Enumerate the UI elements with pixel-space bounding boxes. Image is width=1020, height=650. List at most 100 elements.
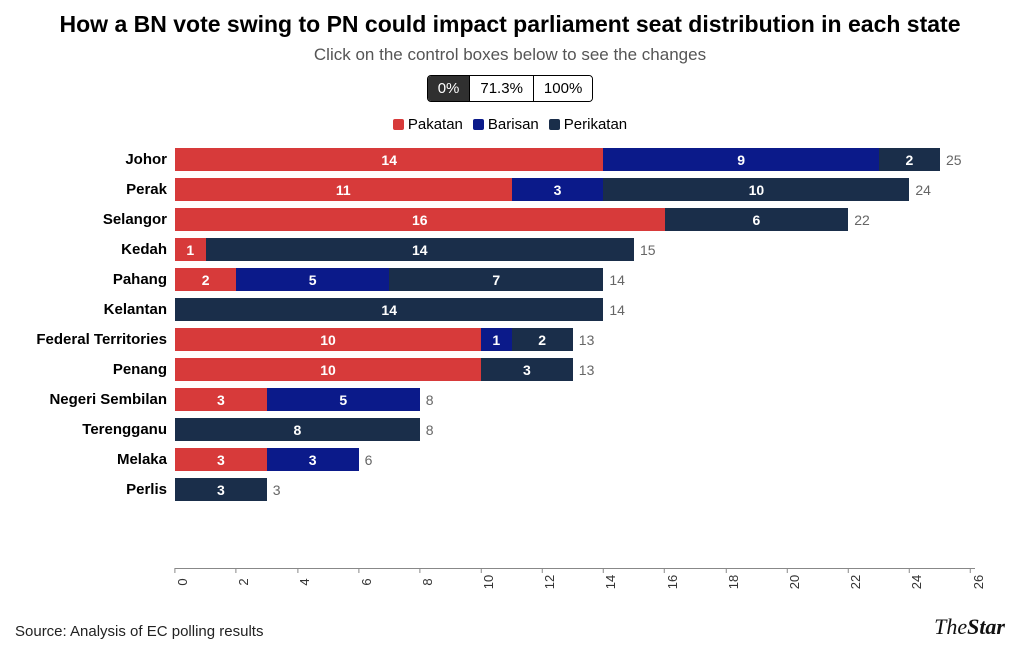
category-label: Penang bbox=[15, 355, 175, 385]
bar-segment-perikatan[interactable]: 2 bbox=[879, 148, 940, 171]
chart-container: How a BN vote swing to PN could impact p… bbox=[0, 0, 1020, 650]
x-tick-mark bbox=[236, 568, 237, 573]
row-total-label: 13 bbox=[579, 362, 595, 378]
row-total-label: 8 bbox=[426, 392, 434, 408]
x-tick: 26 bbox=[963, 568, 977, 591]
bar-segment-pakatan[interactable]: 14 bbox=[175, 148, 603, 171]
row-total-label: 14 bbox=[609, 302, 625, 318]
bar-segment-pakatan[interactable]: 16 bbox=[175, 208, 665, 231]
bar-segment-barisan[interactable]: 3 bbox=[512, 178, 604, 201]
bar-segment-perikatan[interactable]: 14 bbox=[175, 298, 603, 321]
legend-label: Perikatan bbox=[564, 116, 627, 133]
bar-row: 1131024 bbox=[175, 175, 1005, 205]
x-tick: 22 bbox=[841, 568, 855, 591]
bar-row: 33 bbox=[175, 475, 1005, 505]
category-label: Kedah bbox=[15, 235, 175, 265]
row-total-label: 6 bbox=[365, 452, 373, 468]
swing-option-button[interactable]: 71.3% bbox=[470, 76, 534, 101]
x-axis: 02468101214161820222426 bbox=[175, 568, 1005, 598]
x-tick: 16 bbox=[657, 568, 671, 591]
brand-main: Star bbox=[967, 614, 1005, 639]
bar-track: 166 bbox=[175, 208, 848, 231]
x-tick-mark bbox=[848, 568, 849, 573]
chart-plot-area: JohorPerakSelangorKedahPahangKelantanFed… bbox=[15, 145, 1005, 565]
legend-item[interactable]: Pakatan bbox=[393, 116, 463, 133]
chart-title: How a BN vote swing to PN could impact p… bbox=[15, 10, 1005, 39]
x-tick-mark bbox=[419, 568, 420, 573]
bar-segment-perikatan[interactable]: 10 bbox=[603, 178, 909, 201]
bar-segment-pakatan[interactable]: 11 bbox=[175, 178, 512, 201]
bar-track: 35 bbox=[175, 388, 420, 411]
bar-segment-pakatan[interactable]: 10 bbox=[175, 328, 481, 351]
bar-row: 257 14 bbox=[175, 265, 1005, 295]
x-tick-label: 6 bbox=[359, 578, 374, 585]
bar-row: 88 bbox=[175, 415, 1005, 445]
bar-track: 257 bbox=[175, 268, 603, 291]
bar-segment-pakatan[interactable]: 3 bbox=[175, 388, 267, 411]
category-label: Negeri Sembilan bbox=[15, 385, 175, 415]
bar-row: 166 22 bbox=[175, 205, 1005, 235]
bar-segment-perikatan[interactable]: 7 bbox=[389, 268, 603, 291]
bar-segment-barisan[interactable]: 5 bbox=[267, 388, 420, 411]
x-tick-label: 24 bbox=[909, 575, 924, 589]
bar-segment-perikatan[interactable]: 6 bbox=[665, 208, 849, 231]
bar-segment-pakatan[interactable]: 3 bbox=[175, 448, 267, 471]
x-tick: 4 bbox=[294, 568, 301, 591]
chart-footer: Source: Analysis of EC polling results T… bbox=[15, 614, 1005, 642]
category-label: Perlis bbox=[15, 475, 175, 505]
row-total-label: 15 bbox=[640, 242, 656, 258]
bar-segment-perikatan[interactable]: 3 bbox=[481, 358, 573, 381]
x-tick-label: 12 bbox=[542, 575, 557, 589]
x-tick: 20 bbox=[780, 568, 794, 591]
swing-controls: 0%71.3%100% bbox=[15, 75, 1005, 102]
row-total-label: 14 bbox=[609, 272, 625, 288]
category-label: Terengganu bbox=[15, 415, 175, 445]
bar-segment-barisan[interactable]: 5 bbox=[236, 268, 389, 291]
row-total-label: 3 bbox=[273, 482, 281, 498]
bar-segment-barisan[interactable]: 9 bbox=[603, 148, 878, 171]
legend-swatch bbox=[549, 119, 560, 130]
bar-segment-pakatan[interactable]: 10 bbox=[175, 358, 481, 381]
bar-row: 358 bbox=[175, 385, 1005, 415]
x-tick: 12 bbox=[535, 568, 549, 591]
x-tick-label: 10 bbox=[481, 575, 496, 589]
bar-row: 336 bbox=[175, 445, 1005, 475]
x-tick: 8 bbox=[416, 568, 423, 591]
x-tick: 6 bbox=[355, 568, 362, 591]
bar-row: 101213 bbox=[175, 325, 1005, 355]
brand-logo: TheStar bbox=[934, 614, 1005, 640]
bar-segment-pakatan[interactable]: 1 bbox=[175, 238, 206, 261]
bar-segment-perikatan[interactable]: 8 bbox=[175, 418, 420, 441]
swing-option-button[interactable]: 100% bbox=[534, 76, 592, 101]
legend-item[interactable]: Perikatan bbox=[549, 116, 627, 133]
bar-segment-perikatan[interactable]: 14 bbox=[206, 238, 634, 261]
x-tick-mark bbox=[725, 568, 726, 573]
legend-label: Barisan bbox=[488, 116, 539, 133]
x-tick: 18 bbox=[719, 568, 733, 591]
bar-track: 8 bbox=[175, 418, 420, 441]
x-tick-mark bbox=[603, 568, 604, 573]
bar-track: 3 bbox=[175, 478, 267, 501]
bar-segment-pakatan[interactable]: 2 bbox=[175, 268, 236, 291]
x-tick: 10 bbox=[474, 568, 488, 591]
legend-item[interactable]: Barisan bbox=[473, 116, 539, 133]
bar-segment-barisan[interactable]: 1 bbox=[481, 328, 512, 351]
x-tick-mark bbox=[664, 568, 665, 573]
swing-option-button[interactable]: 0% bbox=[428, 76, 471, 101]
bar-segment-perikatan[interactable]: 2 bbox=[512, 328, 573, 351]
x-tick-label: 22 bbox=[848, 575, 863, 589]
chart-legend: Pakatan Barisan Perikatan bbox=[15, 116, 1005, 133]
bar-row: 1492 25 bbox=[175, 145, 1005, 175]
bar-row: 103 13 bbox=[175, 355, 1005, 385]
x-tick-mark bbox=[542, 568, 543, 573]
x-tick-label: 2 bbox=[236, 578, 251, 585]
source-text: Source: Analysis of EC polling results bbox=[15, 623, 263, 640]
brand-prefix: The bbox=[934, 614, 967, 639]
row-total-label: 22 bbox=[854, 212, 870, 228]
row-total-label: 25 bbox=[946, 152, 962, 168]
bar-segment-barisan[interactable]: 3 bbox=[267, 448, 359, 471]
bar-track: 103 bbox=[175, 358, 573, 381]
x-tick-mark bbox=[358, 568, 359, 573]
x-tick-label: 14 bbox=[603, 575, 618, 589]
bar-segment-perikatan[interactable]: 3 bbox=[175, 478, 267, 501]
